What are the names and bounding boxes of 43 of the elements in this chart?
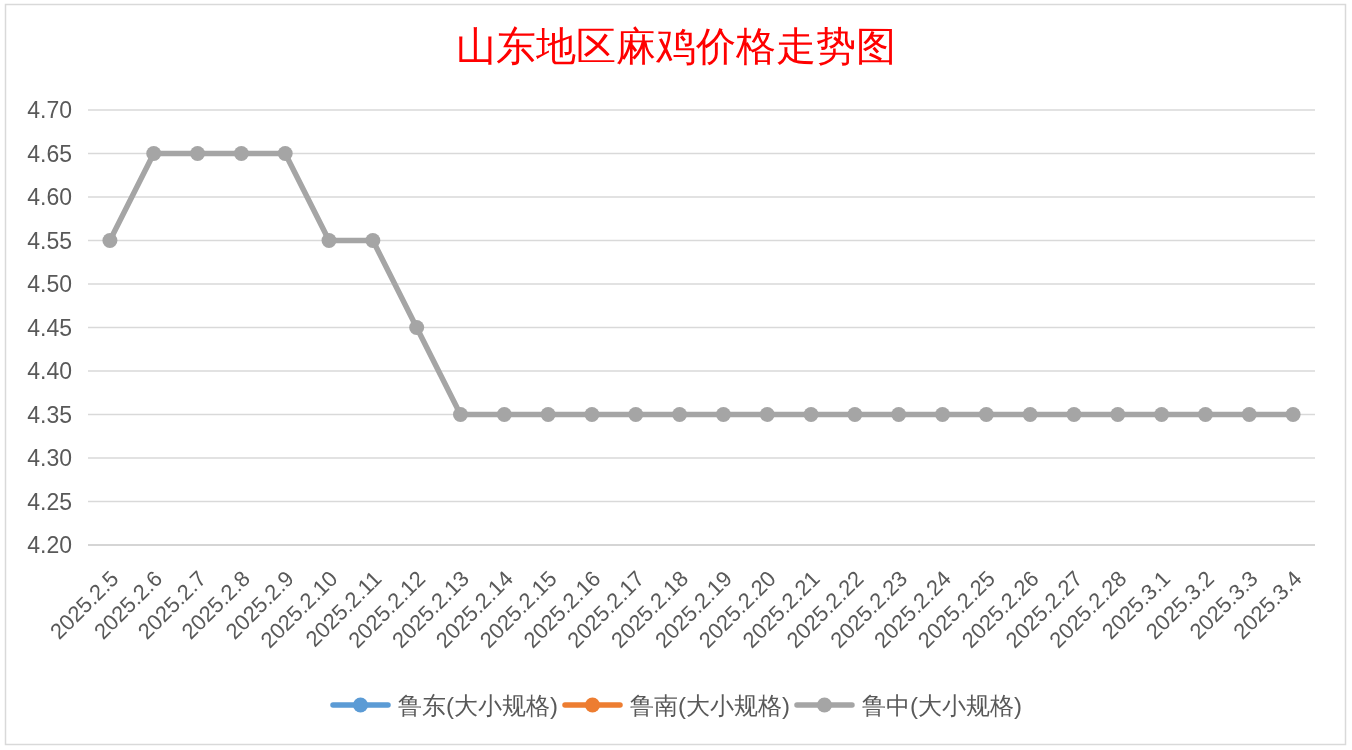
point bbox=[1241, 407, 1257, 422]
legend-label: 鲁南(大小规格) bbox=[629, 691, 790, 719]
y-tick-label: 4.65 bbox=[27, 140, 72, 167]
point bbox=[1022, 407, 1038, 422]
y-tick-label: 4.50 bbox=[27, 271, 72, 297]
point bbox=[540, 407, 556, 422]
y-tick-label: 4.45 bbox=[27, 314, 72, 341]
y-tick-label: 4.20 bbox=[27, 532, 72, 558]
y-tick-label: 4.35 bbox=[27, 401, 72, 428]
y-tick-label: 4.55 bbox=[27, 227, 72, 254]
point bbox=[847, 407, 863, 422]
point bbox=[715, 407, 731, 422]
point bbox=[891, 407, 907, 422]
y-tick-label: 4.40 bbox=[27, 358, 72, 384]
point bbox=[1066, 407, 1082, 422]
y-tick-label: 4.30 bbox=[27, 445, 72, 471]
point bbox=[978, 407, 994, 422]
point bbox=[803, 407, 819, 422]
title: 山东地区麻鸡价格走势图 bbox=[456, 25, 896, 69]
point bbox=[1197, 407, 1213, 422]
point bbox=[584, 407, 600, 422]
legend-label: 鲁中(大小规格) bbox=[861, 691, 1022, 719]
point bbox=[759, 407, 775, 422]
y-tick-label: 4.70 bbox=[27, 97, 72, 123]
point bbox=[365, 233, 381, 248]
point bbox=[190, 146, 206, 161]
point bbox=[1110, 407, 1126, 422]
point bbox=[146, 146, 162, 161]
point bbox=[1154, 407, 1170, 422]
point bbox=[1285, 407, 1301, 422]
point bbox=[102, 233, 118, 248]
legend-label: 鲁东(大小规格) bbox=[398, 691, 558, 719]
point bbox=[935, 407, 951, 422]
point bbox=[496, 407, 512, 422]
point bbox=[672, 407, 688, 422]
point bbox=[452, 407, 468, 422]
y-tick-label: 4.25 bbox=[27, 488, 72, 515]
point bbox=[321, 233, 337, 248]
point bbox=[628, 407, 644, 422]
point bbox=[409, 320, 425, 335]
y-tick-label: 4.60 bbox=[27, 184, 72, 210]
point bbox=[233, 146, 249, 161]
point bbox=[277, 146, 293, 161]
